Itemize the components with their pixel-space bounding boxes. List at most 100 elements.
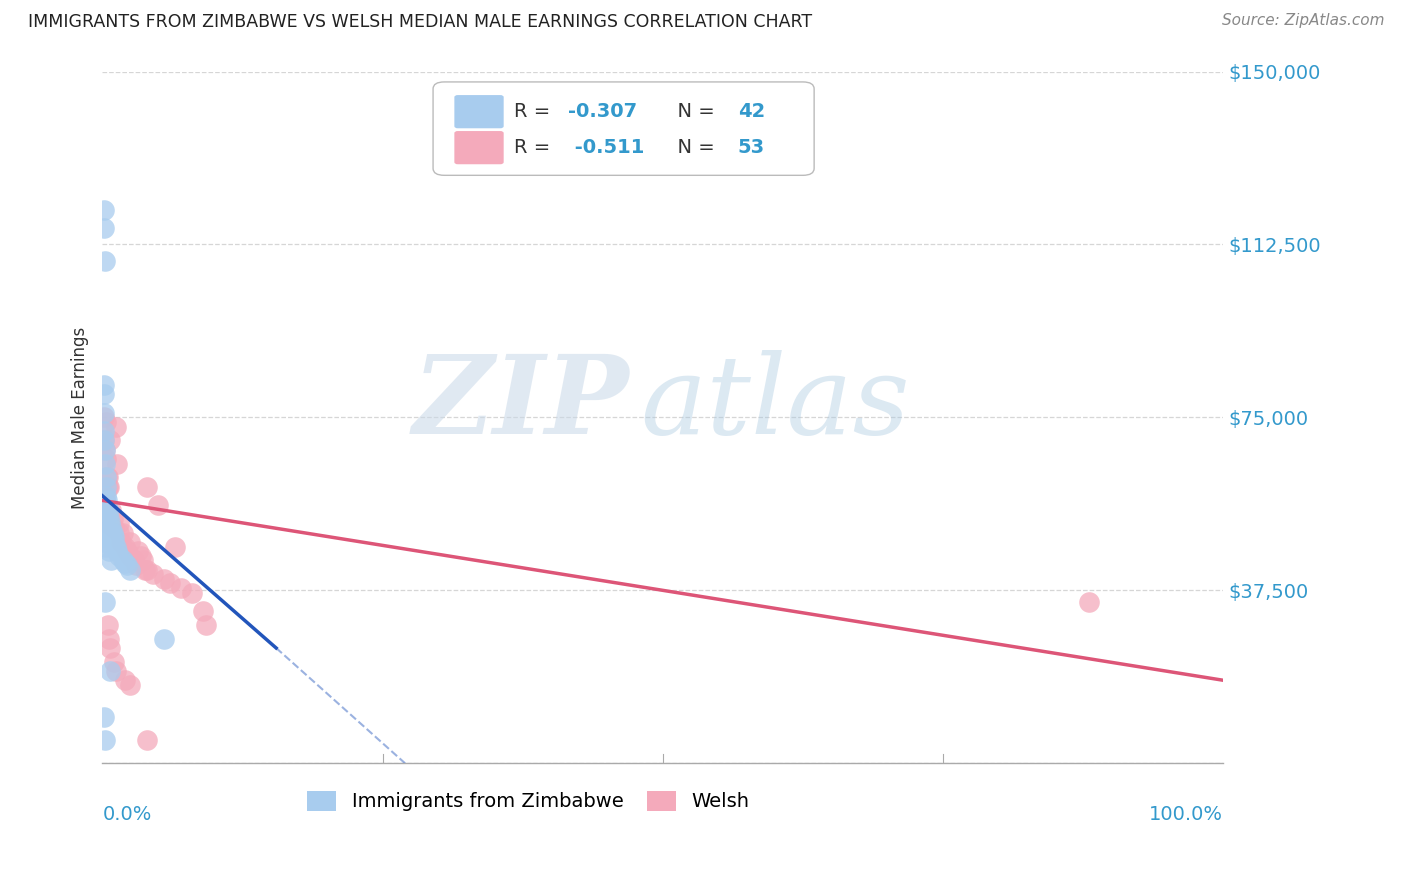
Point [170,581,193,595]
Point [100,502,122,516]
Point [98,632,121,646]
Point [97,508,120,522]
Point [159,576,181,591]
Text: 42: 42 [738,103,765,121]
Point [100,553,122,567]
Point [100,521,122,535]
Point [93,406,115,420]
Point [142,567,165,582]
Legend: Immigrants from Zimbabwe, Welsh: Immigrants from Zimbabwe, Welsh [299,783,758,819]
Point [129,549,152,563]
Point [93,525,115,540]
Point [98,664,121,678]
Text: -0.511: -0.511 [568,138,644,157]
Point [94,479,117,493]
Point [97,479,120,493]
Point [97,470,120,484]
Point [104,419,127,434]
Point [93,221,115,235]
Point [93,442,115,457]
Point [127,544,149,558]
Y-axis label: Median Male Earnings: Median Male Earnings [72,326,89,508]
Point [93,733,115,747]
Point [93,253,115,268]
Point [120,678,142,692]
Point [103,535,125,549]
Point [104,664,127,678]
Text: 100.0%: 100.0% [1149,805,1223,824]
Point [105,457,128,471]
Point [94,540,117,554]
Point [132,553,155,567]
Point [97,618,120,632]
Point [93,434,115,448]
Text: N =: N = [665,138,721,157]
Point [93,434,115,448]
Text: ZIP: ZIP [412,350,630,458]
FancyBboxPatch shape [454,131,503,164]
FancyBboxPatch shape [454,95,503,128]
Point [103,655,125,669]
Point [153,632,176,646]
Text: R =: R = [513,103,557,121]
Text: 53: 53 [738,138,765,157]
Point [108,516,131,531]
Point [94,415,117,429]
Point [93,502,115,516]
Point [93,530,115,544]
Point [93,493,115,508]
Point [96,516,118,531]
Point [98,516,121,531]
Point [98,479,121,493]
Point [98,512,121,526]
Point [93,424,115,438]
Point [96,498,118,512]
Point [101,525,124,540]
Point [93,710,115,724]
Text: atlas: atlas [640,350,910,458]
Point [93,387,115,401]
Point [93,410,115,425]
Point [114,673,136,688]
Point [181,585,204,599]
Point [98,640,121,655]
Point [94,489,117,503]
Point [136,479,159,493]
Point [120,563,142,577]
Point [114,556,136,570]
Point [136,563,159,577]
Point [165,540,187,554]
Point [103,530,125,544]
Point [108,525,131,540]
FancyBboxPatch shape [433,82,814,176]
Text: R =: R = [513,138,557,157]
Point [96,470,118,484]
Point [98,434,121,448]
Point [105,544,128,558]
Point [97,502,120,516]
Text: IMMIGRANTS FROM ZIMBABWE VS WELSH MEDIAN MALE EARNINGS CORRELATION CHART: IMMIGRANTS FROM ZIMBABWE VS WELSH MEDIAN… [28,13,813,31]
Point [101,512,124,526]
Text: Source: ZipAtlas.com: Source: ZipAtlas.com [1222,13,1385,29]
Point [94,512,117,526]
Point [100,525,122,540]
Point [111,553,134,567]
Point [93,457,115,471]
Point [115,558,138,572]
Point [114,540,136,554]
Point [96,493,118,508]
Point [120,535,142,549]
Point [122,553,145,567]
Point [104,540,127,554]
Point [108,549,131,563]
Point [103,521,125,535]
Point [110,535,132,549]
Point [93,202,115,217]
Point [1077,595,1099,609]
Point [194,618,217,632]
Point [93,535,115,549]
Text: N =: N = [665,103,721,121]
Point [136,733,159,747]
Point [193,604,215,618]
Point [93,442,115,457]
